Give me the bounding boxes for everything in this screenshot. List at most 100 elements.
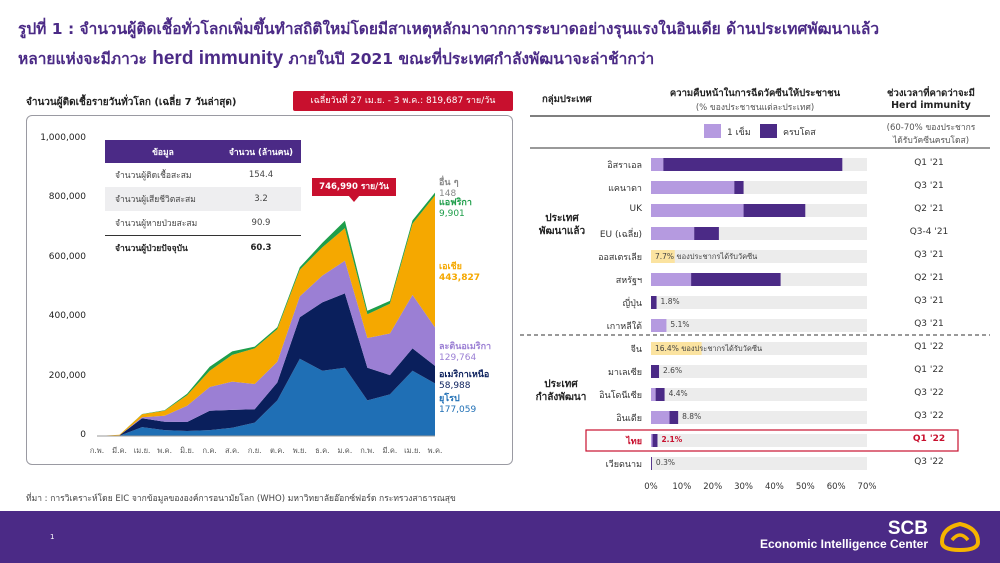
region-label-europe: ยุโรป 177,059 — [439, 394, 476, 416]
region-label-africa: แอฟริกา 9,901 — [439, 198, 472, 220]
country-label: มาเลเซีย — [607, 367, 642, 378]
x-tick-label: 70% — [857, 482, 877, 492]
bar-value-label: 5.1% — [670, 319, 690, 329]
bar-track — [651, 296, 867, 309]
region-name: อื่น ๆ — [439, 178, 459, 188]
region-value: 58,988 — [439, 381, 471, 391]
brand-subtitle: Economic Intelligence Center — [759, 537, 928, 551]
country-label: จีน — [630, 344, 642, 355]
region-name: แอฟริกา — [439, 198, 472, 208]
vaccine-bars-layer — [585, 158, 959, 470]
herd-quarter-label: Q1 '22 — [914, 364, 944, 375]
y-tick-label: 1,000,000 — [40, 133, 86, 143]
right-col-herd-sub-2: ได้รับวัคซีนครบโดส) — [892, 136, 970, 146]
bar-track — [651, 388, 867, 401]
x-tick-label: พ.ค. — [427, 446, 443, 455]
x-tick-label: 40% — [764, 482, 784, 492]
bar-vaccinated — [651, 342, 702, 355]
bar-track — [651, 411, 867, 424]
bar-value-label: 0.3% — [655, 457, 675, 467]
scb-logo-icon — [939, 521, 981, 553]
y-tick-label: 600,000 — [48, 251, 86, 262]
table-header-amount: จำนวน (ล้านคน) — [228, 147, 294, 158]
x-tick-label: ส.ค. — [225, 446, 240, 455]
title-line-1: รูปที่ 1 : จำนวนผู้ติดเชื้อทั่วโลกเพิ่มข… — [18, 20, 880, 38]
footer-band — [0, 511, 1000, 563]
country-label: UK — [629, 203, 643, 214]
country-label: เกาหลีใต้ — [606, 321, 642, 332]
bar-value-label: 1.8% — [660, 296, 680, 306]
bar-track — [651, 250, 867, 263]
herd-quarter-label: Q3-4 '21 — [909, 226, 949, 237]
bar-value-label: 4.4% — [668, 388, 688, 398]
group-label-line: ประเทศ — [544, 379, 578, 390]
herd-quarter-label: Q3 '21 — [914, 318, 944, 329]
country-label: อินโดนีเซีย — [599, 390, 642, 401]
region-value: 148 — [439, 189, 457, 199]
area-series-layer — [97, 192, 435, 436]
country-label: สหรัฐฯ — [615, 275, 642, 286]
bar-full-dose — [734, 181, 744, 194]
region-name: อเมริกาเหนือ — [439, 370, 490, 380]
bar-full-dose — [655, 388, 665, 401]
x-tick-label: มี.ค. — [382, 446, 398, 455]
peak-label: 746,990 ราย/วัน — [312, 178, 396, 196]
bar-one-dose — [651, 181, 735, 194]
country-label: แคนาดา — [608, 183, 642, 194]
bar-full-dose — [694, 227, 719, 240]
highlight-box — [585, 429, 959, 452]
bar-full-dose — [663, 158, 843, 171]
bar-full-dose — [651, 296, 657, 309]
bar-track — [651, 365, 867, 378]
bar-one-dose — [651, 319, 667, 332]
table-cell-value: 60.3 — [250, 242, 272, 253]
country-label: EU (เฉลี่ย) — [599, 229, 642, 240]
region-label-north-america: อเมริกาเหนือ 58,988 — [439, 370, 489, 392]
x-tick-label: 20% — [703, 482, 723, 492]
table-row: จำนวนผู้เสียชีวิตสะสม 3.2 — [105, 187, 301, 211]
group-label-line: พัฒนาแล้ว — [538, 226, 586, 237]
herd-quarter-label: Q1 '21 — [914, 157, 944, 168]
right-col-progress-sub: (% ของประชาชนแต่ละประเทศ) — [695, 103, 815, 113]
page-number: 1 — [50, 533, 55, 541]
bar-track — [651, 319, 867, 332]
bar-value-label: 7.7% ของประชากรได้รับวัคซีน — [655, 251, 758, 261]
vaccine-bar-chart — [585, 158, 959, 470]
source-note: ที่มา : การวิเคราะห์โดย EIC จากข้อมูลของ… — [26, 494, 456, 504]
herd-quarter-label: Q3 '22 — [914, 387, 944, 398]
bar-one-dose — [651, 273, 692, 286]
legend-label-full-dose: ครบโดส — [783, 128, 816, 138]
y-tick-label: 200,000 — [48, 370, 86, 381]
x-tick-label: 10% — [672, 482, 692, 492]
region-label-latam: ละตินอเมริกา 129,764 — [439, 342, 491, 364]
right-col-progress-header: ความคืบหน้าในการฉีดวัคซีนให้ประชาชน — [669, 88, 841, 99]
group-label-developed: ประเทศ พัฒนาแล้ว — [532, 212, 592, 238]
region-name: ละตินอเมริกา — [439, 342, 492, 352]
herd-quarter-label: Q1 '22 — [912, 433, 946, 444]
bar-full-dose — [651, 365, 660, 378]
legend-label-one-dose: 1 เข็ม — [727, 128, 751, 138]
legend-swatch-full-dose — [760, 124, 777, 138]
table-cell-value: 154.4 — [248, 170, 274, 180]
right-col-herd-header-1: ช่วงเวลาที่คาดว่าจะมี — [887, 88, 975, 99]
table-cell-value: 90.9 — [251, 218, 271, 228]
right-col-herd-sub-1: (60-70% ของประชากร — [886, 123, 976, 133]
area-series — [97, 358, 435, 436]
herd-quarter-label: Q3 '21 — [914, 180, 944, 191]
bar-track — [651, 434, 867, 447]
x-tick-label: ก.พ. — [89, 446, 105, 455]
table-row: จำนวนผู้ติดเชื้อสะสม 154.4 — [105, 163, 301, 187]
bar-full-dose — [691, 273, 781, 286]
table-row: จำนวนผู้หายป่วยสะสม 90.9 — [105, 211, 301, 235]
bar-full-dose — [669, 411, 679, 424]
bar-value-label: 2.1% — [661, 434, 683, 444]
table-cell-label: จำนวนผู้เสียชีวิตสะสม — [115, 195, 196, 205]
x-tick-label: มิ.ย. — [180, 446, 195, 455]
bar-one-dose — [651, 434, 653, 447]
legend-swatch-one-dose — [704, 124, 721, 138]
x-tick-label: ต.ค. — [269, 446, 285, 455]
left-chart-note-badge: เฉลี่ยวันที่ 27 เม.ย. - 3 พ.ค.: 819,687 … — [293, 91, 513, 111]
bar-value-label: 16.4% ของประชากรได้รับวัคซีน — [655, 343, 763, 353]
group-label-line: กำลังพัฒนา — [535, 392, 587, 403]
brand-name: SCB — [887, 518, 928, 539]
